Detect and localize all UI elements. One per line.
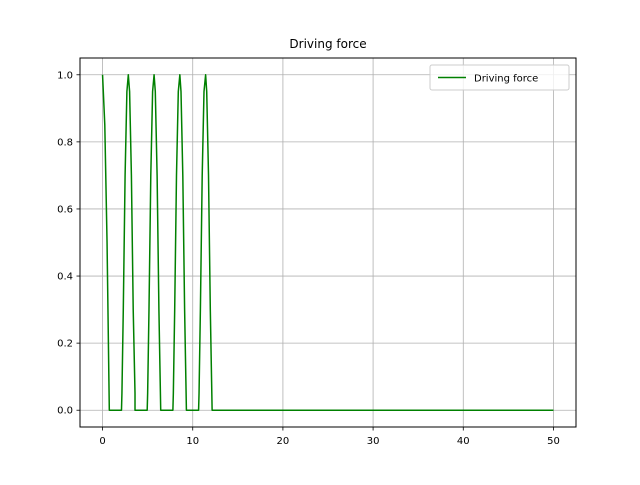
y-axis: 0.0 0.2 0.4 0.6 0.8 1.0	[57, 70, 80, 417]
series-layer	[101, 74, 554, 411]
y-tick-label: 0.4	[57, 272, 73, 283]
y-tick-label: 0.6	[57, 204, 73, 215]
chart-title: Driving force	[289, 37, 366, 51]
grid-layer	[80, 58, 576, 427]
legend-box	[429, 64, 570, 91]
x-tick-label: 30	[367, 436, 380, 447]
series-line	[101, 74, 554, 411]
x-tick-label: 10	[186, 436, 199, 447]
x-tick-label: 20	[277, 436, 290, 447]
y-tick-label: 0.8	[57, 137, 73, 148]
x-tick-label: 50	[547, 436, 560, 447]
axes-frame	[79, 57, 577, 428]
y-tick-label: 0.2	[57, 339, 73, 350]
x-tick-label: 40	[457, 436, 470, 447]
legend: Driving force	[429, 64, 570, 91]
legend-label: Driving force	[474, 74, 538, 85]
y-tick-label: 1.0	[57, 70, 73, 81]
x-tick-label: 0	[99, 436, 105, 447]
x-axis: 0 10 20 30 40 50	[99, 427, 560, 447]
y-tick-label: 0.0	[57, 406, 73, 417]
